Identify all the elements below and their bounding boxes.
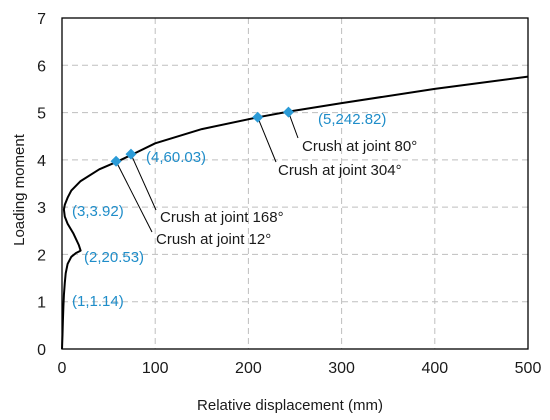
annotation-leader bbox=[115, 161, 153, 233]
x-tick-label: 0 bbox=[58, 360, 67, 377]
point-label-5: (5,242.82) bbox=[318, 111, 386, 128]
series-line bbox=[61, 75, 529, 350]
x-tick-label: 200 bbox=[235, 360, 262, 377]
annotation-leaders bbox=[115, 111, 299, 233]
y-axis-label: Loading moment bbox=[11, 133, 28, 246]
annotation-leader bbox=[257, 117, 277, 163]
point-label-4: (4,60.03) bbox=[146, 149, 206, 166]
y-tick-label: 1 bbox=[37, 295, 46, 312]
grid bbox=[62, 18, 528, 349]
y-tick-label: 7 bbox=[37, 11, 46, 28]
annotation-crush-12: Crush at joint 12° bbox=[156, 231, 271, 248]
diamond-marker bbox=[252, 111, 264, 123]
y-tick-label: 6 bbox=[37, 58, 46, 75]
point-label-2: (2,20.53) bbox=[84, 249, 144, 266]
x-axis-label: Relative displacement (mm) bbox=[197, 397, 383, 414]
annotation-crush-168: Crush at joint 168° bbox=[160, 209, 284, 226]
x-tick-label: 300 bbox=[328, 360, 355, 377]
annotation-crush-304: Crush at joint 304° bbox=[278, 162, 402, 179]
y-tick-labels: 0 1 2 3 4 5 6 7 bbox=[37, 11, 46, 359]
x-tick-label: 400 bbox=[421, 360, 448, 377]
plot-frame bbox=[61, 17, 529, 350]
x-tick-label: 500 bbox=[515, 360, 542, 377]
markers bbox=[110, 106, 294, 167]
x-tick-label: 100 bbox=[142, 360, 169, 377]
annotation-leader bbox=[130, 153, 157, 211]
point-label-1: (1,1.14) bbox=[72, 293, 124, 310]
y-tick-label: 3 bbox=[37, 200, 46, 217]
point-label-3: (3,3.92) bbox=[72, 203, 124, 220]
y-tick-label: 0 bbox=[37, 342, 46, 359]
annotation-crush-80: Crush at joint 80° bbox=[302, 138, 417, 155]
x-tick-labels: 0 100 200 300 400 500 bbox=[58, 360, 542, 377]
y-tick-label: 5 bbox=[37, 106, 46, 123]
y-tick-label: 2 bbox=[37, 247, 46, 264]
annotation-leader bbox=[288, 111, 299, 139]
diamond-marker bbox=[125, 148, 137, 160]
diamond-marker bbox=[282, 106, 294, 118]
diamond-marker bbox=[110, 155, 122, 167]
y-tick-label: 4 bbox=[37, 153, 46, 170]
